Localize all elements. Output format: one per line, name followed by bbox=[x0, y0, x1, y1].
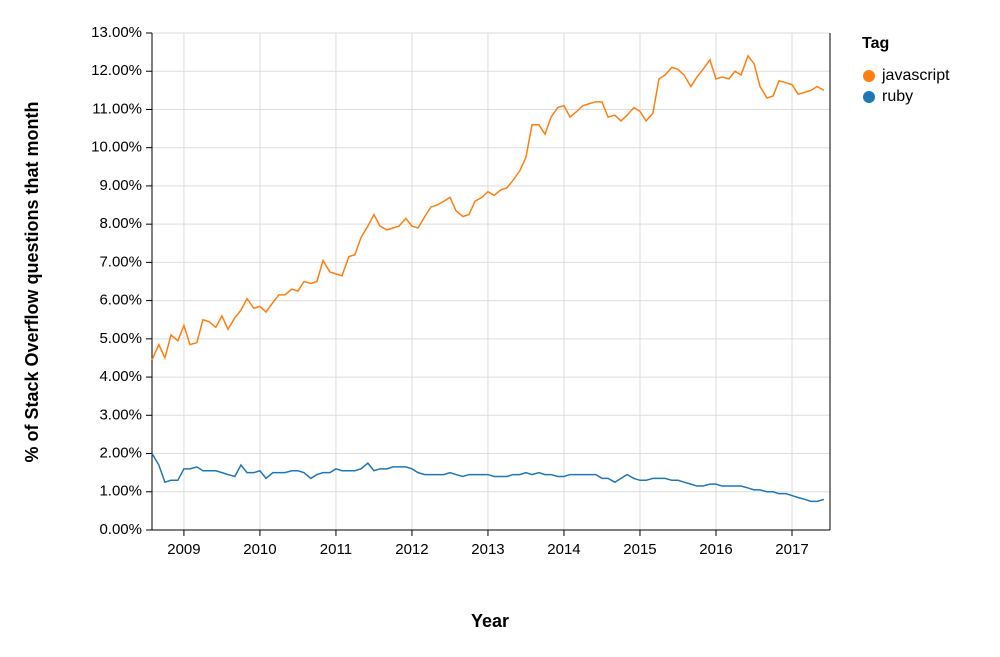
legend-title: Tag bbox=[862, 35, 889, 52]
y-tick-label: 9.00% bbox=[99, 177, 142, 194]
x-tick-label: 2009 bbox=[167, 541, 200, 558]
x-tick-label: 2017 bbox=[775, 541, 808, 558]
x-tick-label: 2010 bbox=[243, 541, 276, 558]
y-tick-label: 1.00% bbox=[99, 483, 142, 500]
legend-label: javascript bbox=[881, 67, 950, 84]
y-tick-label: 2.00% bbox=[99, 445, 142, 462]
x-tick-label: 2016 bbox=[699, 541, 732, 558]
legend-symbol bbox=[863, 91, 875, 103]
y-tick-label: 0.00% bbox=[99, 521, 142, 538]
y-tick-label: 4.00% bbox=[99, 368, 142, 385]
y-tick-label: 3.00% bbox=[99, 406, 142, 423]
data-line bbox=[151, 54, 825, 361]
x-tick-label: 2012 bbox=[395, 541, 428, 558]
x-tick-label: 2011 bbox=[320, 541, 352, 558]
data-line bbox=[151, 453, 825, 503]
legend-label: ruby bbox=[882, 88, 913, 105]
x-tick-label: 2015 bbox=[623, 541, 656, 558]
x-tick-label: 2013 bbox=[471, 541, 504, 558]
y-tick-label: 5.00% bbox=[99, 330, 142, 347]
y-tick-label: 13.00% bbox=[91, 24, 142, 41]
y-tick-label: 11.00% bbox=[92, 100, 142, 117]
x-axis-label: Year bbox=[471, 611, 509, 631]
y-tick-label: 10.00% bbox=[91, 139, 142, 156]
y-tick-label: 12.00% bbox=[91, 62, 142, 79]
legend-symbol bbox=[863, 70, 875, 82]
y-tick-label: 7.00% bbox=[99, 253, 142, 270]
y-tick-label: 6.00% bbox=[99, 292, 142, 309]
y-axis-label: % of Stack Overflow questions that month bbox=[22, 101, 42, 462]
x-tick-label: 2014 bbox=[547, 541, 580, 558]
y-tick-label: 8.00% bbox=[99, 215, 142, 232]
